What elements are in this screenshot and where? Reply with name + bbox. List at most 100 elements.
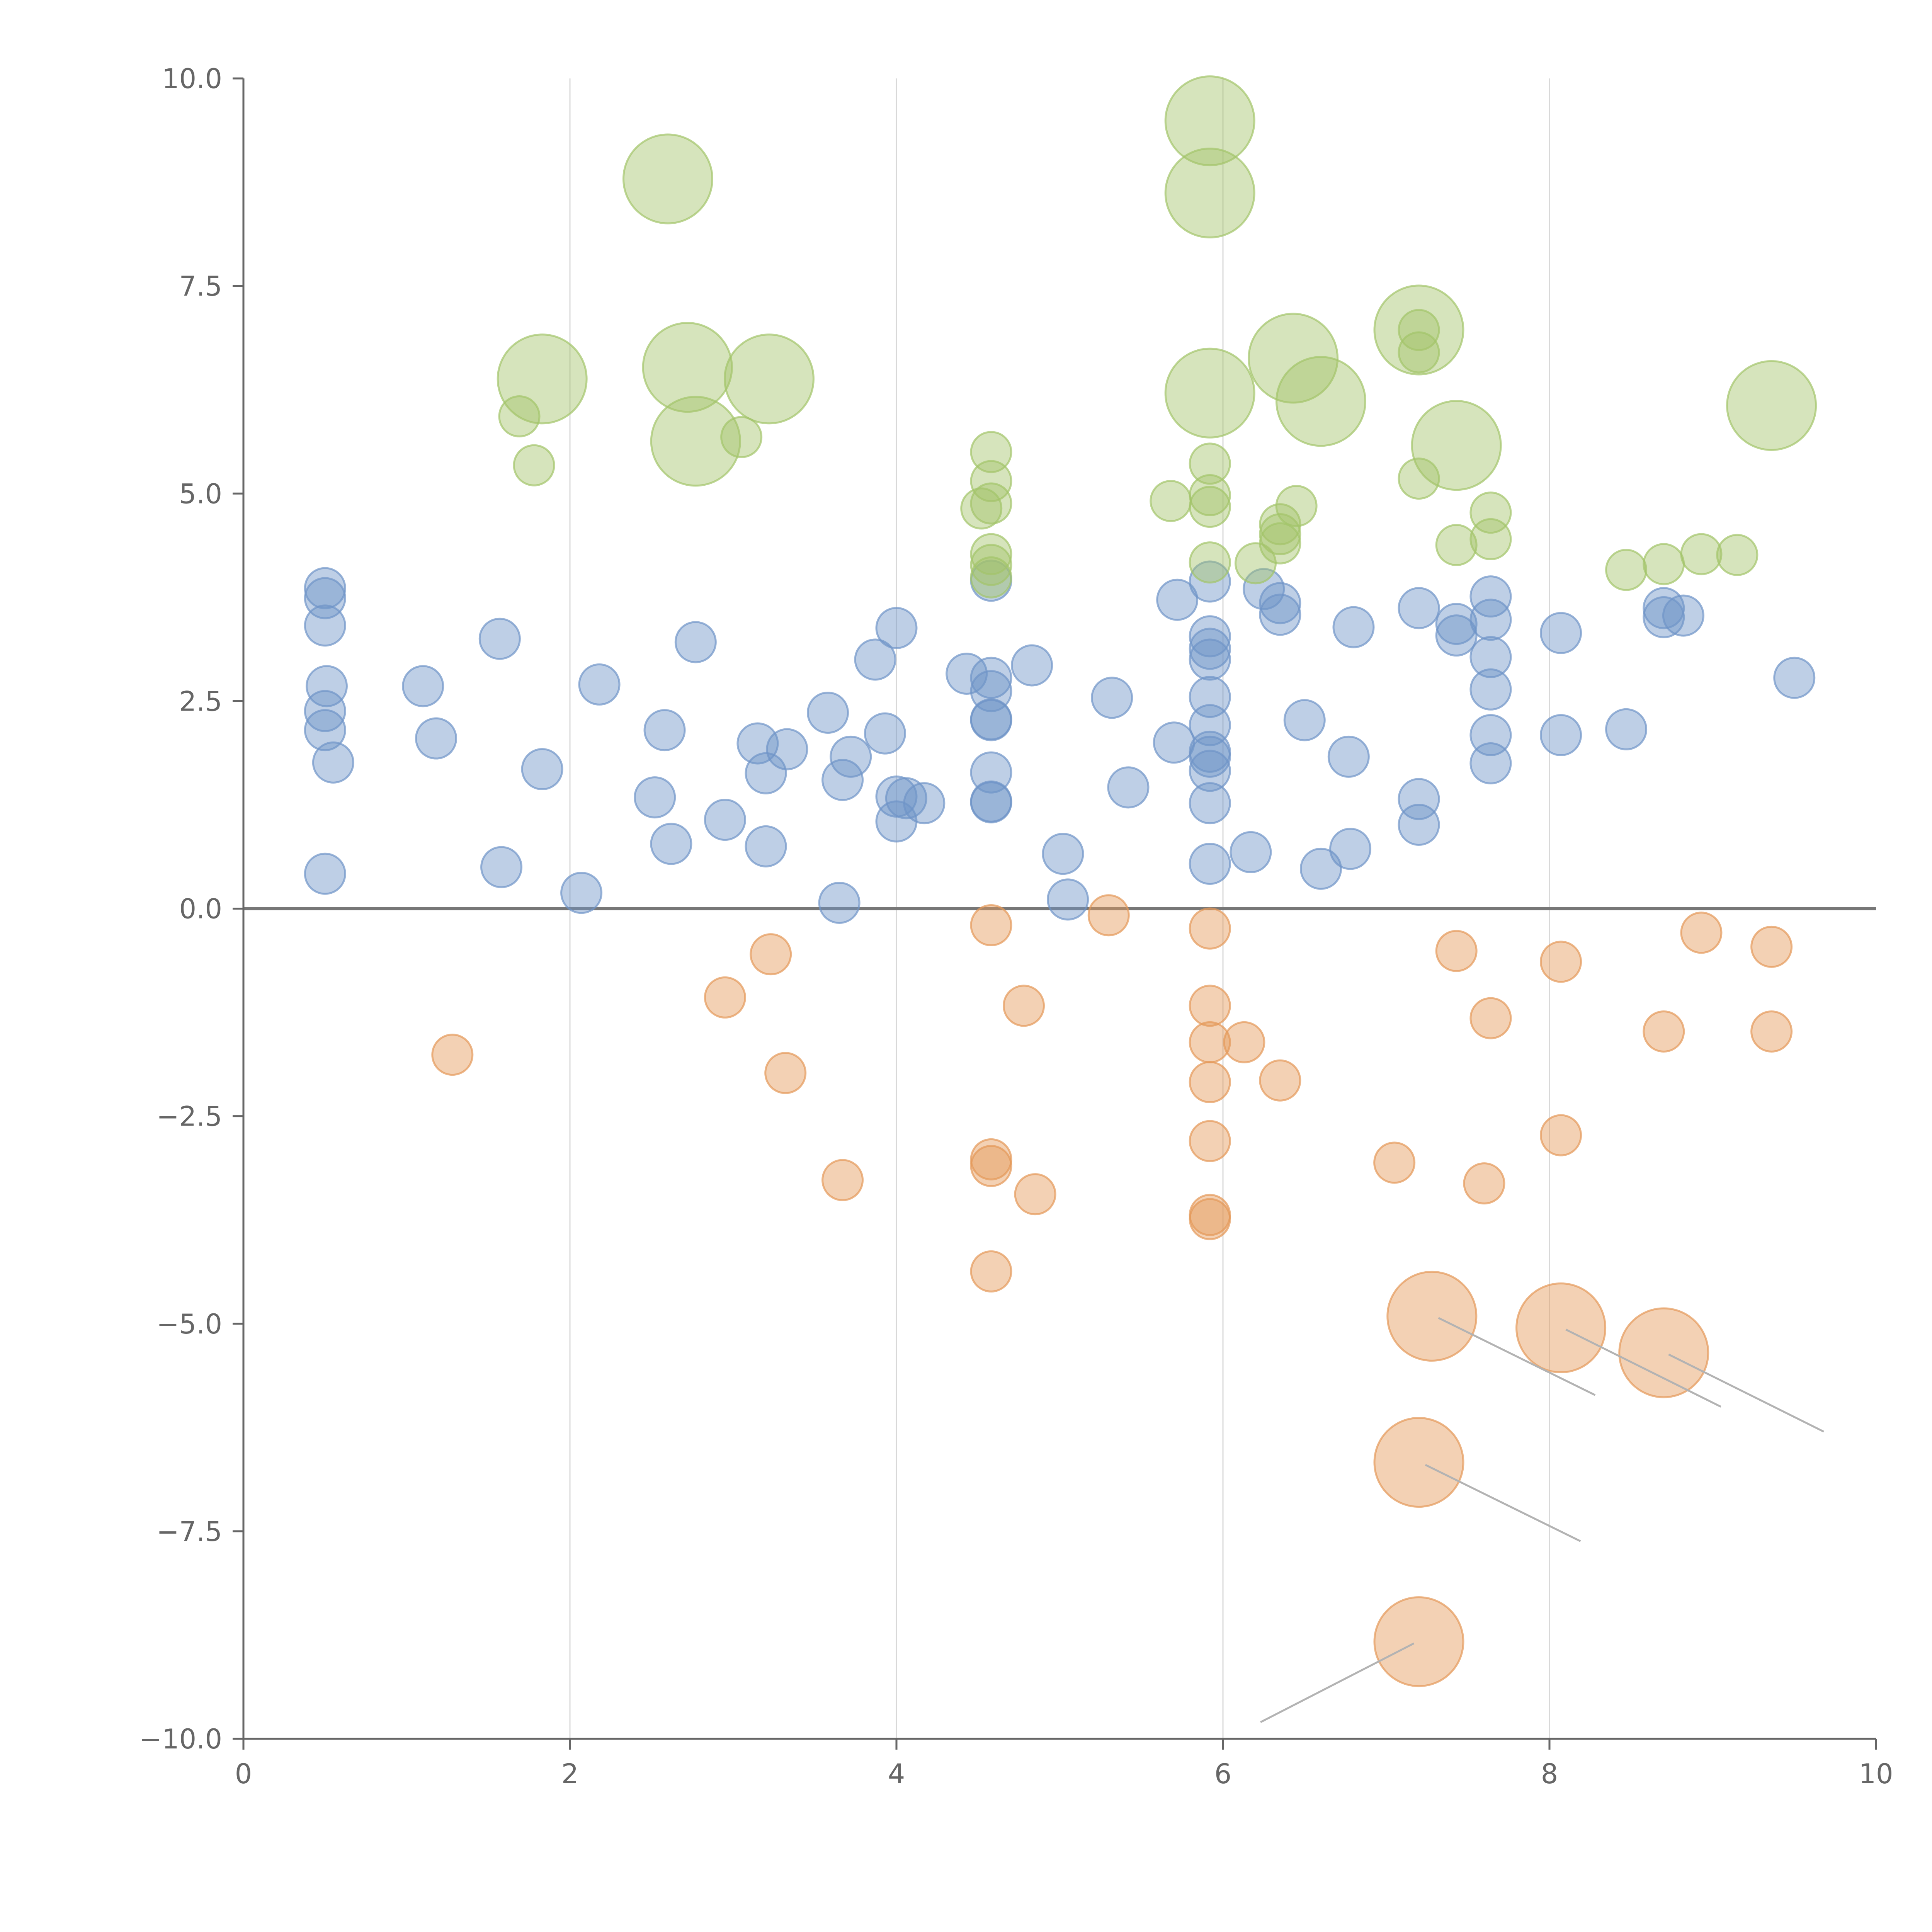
data-point-negative: [1373, 1141, 1416, 1184]
data-point-negative: [764, 1052, 807, 1094]
data-point-positive: [521, 748, 563, 791]
data-point-positive: [885, 777, 927, 820]
data-point-high: [1164, 75, 1255, 167]
data-point-positive: [1189, 615, 1231, 658]
data-point-positive: [1047, 878, 1089, 921]
data-point-high: [1164, 347, 1255, 439]
data-point-high: [1469, 518, 1512, 560]
data-point-high: [970, 556, 1012, 599]
data-point-high: [1411, 400, 1502, 491]
data-point-positive: [704, 799, 746, 841]
data-point-negative: [704, 976, 746, 1019]
data-point-positive: [304, 690, 346, 732]
data-point-high: [1680, 533, 1723, 575]
y-tick-label: 5.0: [179, 478, 222, 510]
axes: 10.0 7.5 5.0 2.5 0.0 −2.5 −5.0 −7.5 −10.0 0 2 4 6 8 10: [139, 63, 1893, 1790]
data-point-negative: [1750, 1010, 1793, 1053]
data-point-positive: [818, 881, 861, 924]
data-point-positive: [1435, 614, 1478, 657]
data-point-positive: [305, 665, 348, 707]
data-point-negative: [821, 1159, 864, 1201]
y-tick-label: −5.0: [156, 1308, 222, 1340]
leader-line: [1565, 1328, 1721, 1408]
data-point-positive: [807, 691, 849, 734]
data-point-negative: [1469, 997, 1512, 1039]
data-point-positive: [1469, 742, 1512, 785]
data-point-positive: [1189, 782, 1231, 825]
data-point-positive: [1243, 568, 1285, 610]
data-point-positive: [1189, 638, 1231, 681]
data-point-positive: [1153, 721, 1195, 764]
data-point-positive: [1189, 842, 1231, 885]
data-point-high: [1248, 313, 1339, 404]
data-point-positive: [854, 638, 896, 681]
data-point-high: [1726, 360, 1817, 451]
data-point-positive: [578, 663, 621, 706]
data-point-positive: [745, 825, 787, 867]
data-point-positive: [1011, 644, 1053, 687]
data-point-high: [1716, 534, 1759, 576]
data-point-positive: [674, 621, 717, 663]
data-points: [304, 75, 1817, 1687]
y-tick-label: −10.0: [139, 1723, 222, 1755]
data-point-negative: [1680, 912, 1723, 954]
data-point-negative: [1014, 1173, 1056, 1216]
data-point-high: [1259, 503, 1301, 546]
data-point-positive: [875, 607, 918, 649]
leader-line: [1260, 1642, 1415, 1723]
x-tick-label: 2: [561, 1758, 579, 1790]
data-point-high: [513, 444, 555, 486]
data-point-positive: [1327, 735, 1370, 778]
data-point-high: [970, 533, 1012, 575]
data-point-positive: [864, 712, 906, 755]
data-point-high: [970, 460, 1012, 502]
data-point-negative: [1223, 1021, 1265, 1063]
data-point-high: [960, 487, 1003, 530]
data-point-positive: [1540, 612, 1582, 654]
data-point-positive: [304, 852, 346, 895]
data-point-positive: [1189, 560, 1231, 603]
data-point-positive: [1189, 750, 1231, 792]
data-point-negative: [1087, 894, 1130, 937]
data-point-negative: [1435, 930, 1478, 972]
data-point-high: [497, 333, 588, 425]
data-point-negative: [750, 933, 792, 976]
data-point-high: [1150, 480, 1192, 522]
data-point-positive: [634, 776, 676, 819]
data-point-positive: [1540, 714, 1582, 756]
data-point-positive: [1189, 735, 1231, 778]
data-point-positive: [970, 656, 1012, 699]
data-point-positive: [970, 699, 1012, 742]
data-point-high: [970, 431, 1012, 473]
data-point-high: [1259, 522, 1301, 565]
data-point-negative: [1189, 1198, 1231, 1240]
data-point-positive: [970, 781, 1012, 823]
data-point-positive: [1398, 587, 1440, 629]
x-tick-label: 0: [235, 1758, 252, 1790]
data-point-positive: [1469, 599, 1512, 641]
data-point-positive: [1605, 708, 1648, 750]
data-point-negative: [1003, 985, 1045, 1027]
data-point-positive: [1398, 778, 1440, 820]
data-point-positive: [1189, 628, 1231, 670]
y-tick-label: −2.5: [156, 1101, 222, 1133]
data-point-high: [1164, 147, 1255, 238]
data-point-high: [1189, 442, 1231, 485]
data-point-high: [720, 416, 763, 458]
data-point-positive: [480, 846, 523, 888]
data-point-positive: [970, 751, 1012, 794]
data-point-positive: [1283, 699, 1326, 742]
y-tick-label: 2.5: [179, 685, 222, 717]
data-point-positive: [1662, 594, 1704, 637]
data-point-negative: [1373, 1417, 1464, 1508]
data-point-high: [642, 322, 733, 413]
data-point-high: [970, 544, 1012, 586]
data-point-positive: [1091, 677, 1133, 719]
data-point-positive: [304, 604, 346, 647]
data-point-negative: [1386, 1270, 1478, 1362]
data-point-positive: [304, 709, 346, 752]
data-point-negative: [1189, 985, 1231, 1027]
y-tick-label: 7.5: [179, 270, 222, 302]
data-point-positive: [402, 665, 444, 707]
data-point-positive: [1230, 831, 1272, 873]
